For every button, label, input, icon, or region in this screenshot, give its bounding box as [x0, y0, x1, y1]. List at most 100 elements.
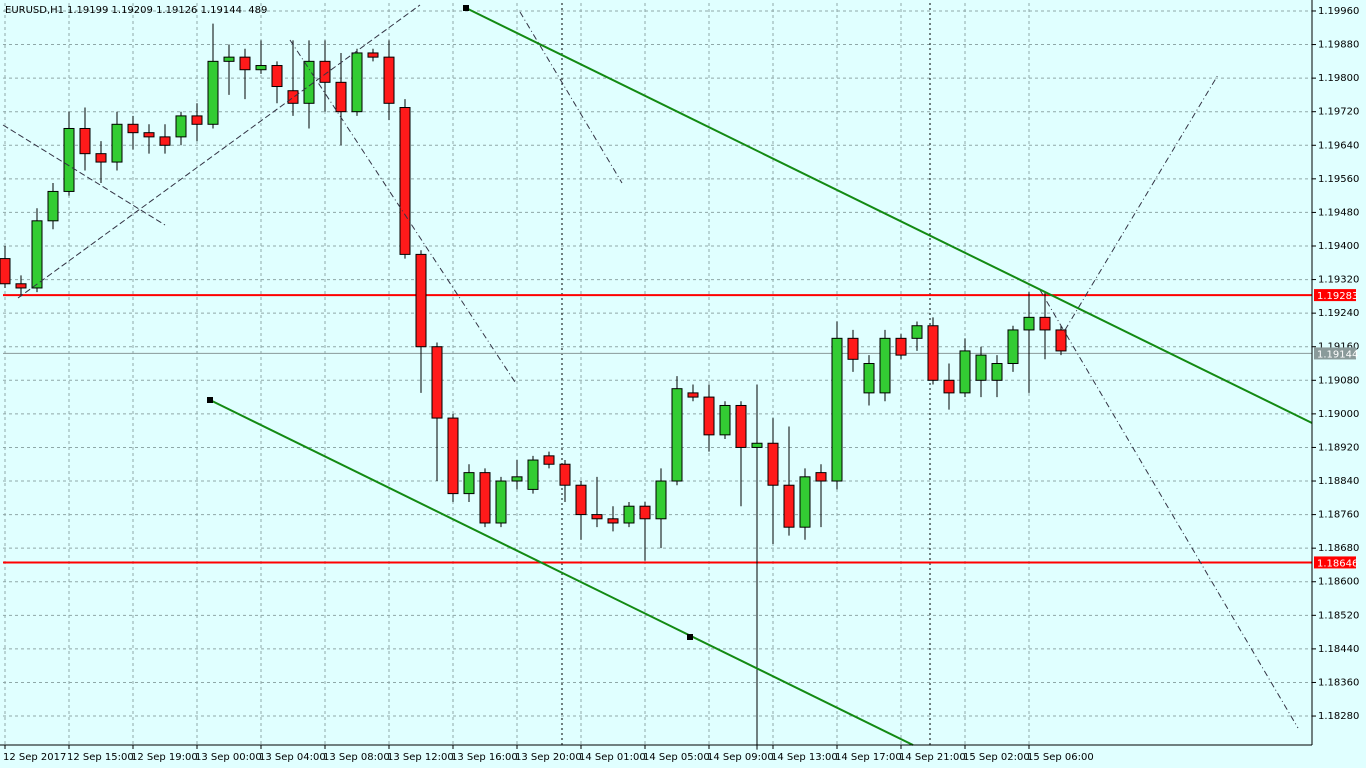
candle-body	[735, 404, 747, 448]
candle-body	[15, 283, 27, 289]
level-box	[1314, 347, 1356, 360]
level-box	[1314, 289, 1356, 302]
candle-body	[415, 253, 427, 348]
y-tick-label: 1.18520	[1318, 610, 1359, 621]
symbol: EURUSD,H1	[5, 5, 64, 16]
x-tick-label: 14 Sep 09:00	[707, 752, 774, 763]
x-tick-label: 13 Sep 16:00	[451, 752, 518, 763]
axis-labels: 1.19960 1.19880 1.19800 1.19720 1.19640 1.195…	[3, 6, 1359, 763]
candle-body	[527, 459, 539, 490]
y-tick-label: 1.19800	[1318, 73, 1359, 84]
y-tick-label: 1.19720	[1318, 107, 1359, 118]
candle-body	[223, 56, 235, 62]
candle-body	[1023, 316, 1035, 331]
candle-body	[959, 350, 971, 394]
candle-body	[1055, 329, 1067, 352]
x-tick-label: 13 Sep 08:00	[323, 752, 390, 763]
level-label: 1.19144	[1317, 349, 1358, 360]
candle-body	[783, 484, 795, 528]
candle-body	[815, 472, 827, 482]
y-tick-label: 1.18920	[1318, 442, 1359, 453]
x-tick-label: 13 Sep 00:00	[195, 752, 262, 763]
candle-body	[463, 472, 475, 495]
candle-body	[127, 123, 139, 134]
candle-body	[79, 127, 91, 155]
x-tick-label: 12 Sep 15:00	[67, 752, 134, 763]
candle-body	[991, 363, 1003, 381]
candle-body	[175, 115, 187, 138]
candle-body	[95, 153, 107, 163]
y-tick-label: 1.18680	[1318, 543, 1359, 554]
candle-body	[47, 190, 59, 222]
y-tick-label: 1.18280	[1318, 711, 1359, 722]
candle-body	[927, 325, 939, 381]
candle-body	[703, 396, 715, 436]
y-tick-label: 1.19320	[1318, 275, 1359, 286]
candle-body	[0, 258, 11, 285]
candle-body	[975, 354, 987, 381]
y-tick-label: 1.19560	[1318, 174, 1359, 185]
candle-body	[271, 65, 283, 88]
level-label: 1.19283	[1317, 291, 1358, 302]
anchor	[687, 634, 693, 640]
y-tick-label: 1.19080	[1318, 375, 1359, 386]
trend-line	[209, 399, 914, 746]
y-tick-label: 1.19480	[1318, 207, 1359, 218]
fib-line	[2, 124, 166, 226]
candle-body	[159, 136, 171, 146]
candle-body	[543, 455, 555, 465]
y-tick-label: 1.19960	[1318, 6, 1359, 17]
x-tick-label: 15 Sep 02:00	[963, 752, 1030, 763]
candle-body	[895, 337, 907, 356]
candle-body	[431, 346, 443, 419]
candle-body	[799, 476, 811, 528]
candle-body	[303, 60, 315, 104]
y-tick-label: 1.19240	[1318, 308, 1359, 319]
candle-body	[495, 480, 507, 524]
ohlc-info: 1.19199 1.19209 1.19126 1.19144 489	[67, 5, 267, 16]
candle-body	[719, 404, 731, 436]
candle-body	[287, 90, 299, 104]
x-tick-label: 13 Sep 20:00	[515, 752, 582, 763]
candle-body	[63, 127, 75, 192]
candle-body	[111, 123, 123, 163]
candle-body	[655, 480, 667, 520]
candle-body	[943, 379, 955, 394]
x-tick-label: 15 Sep 06:00	[1027, 752, 1094, 763]
x-tick-label: 12 Sep 2017	[3, 752, 66, 763]
candle-body	[559, 463, 571, 486]
candle-body	[191, 115, 203, 125]
level-box	[1314, 556, 1356, 569]
candle-body	[607, 518, 619, 524]
candle-body	[255, 65, 267, 71]
y-tick-label: 1.19640	[1318, 140, 1359, 151]
anchor	[207, 397, 213, 403]
fib-line	[17, 4, 421, 299]
y-tick-label: 1.18760	[1318, 510, 1359, 521]
trend-line	[465, 7, 1313, 424]
candle-body	[447, 417, 459, 495]
candle-body	[767, 442, 779, 486]
candle-body	[1007, 329, 1019, 365]
fib-line	[289, 39, 516, 383]
candle-body	[383, 56, 395, 104]
anchor	[463, 5, 469, 11]
candle-body	[591, 514, 603, 520]
y-tick-label: 1.18360	[1318, 677, 1359, 688]
candle-body	[687, 392, 699, 398]
candle-body	[1039, 316, 1051, 331]
candle-body	[831, 337, 843, 482]
candles	[0, 23, 1067, 750]
level-label: 1.18646	[1317, 558, 1358, 569]
candle-body	[351, 52, 363, 113]
candle-body	[863, 363, 875, 394]
candle-body	[207, 60, 219, 125]
candle-body	[335, 81, 347, 113]
candle-body	[911, 325, 923, 339]
x-tick-label: 13 Sep 12:00	[387, 752, 454, 763]
candle-body	[623, 505, 635, 524]
candle-body	[511, 476, 523, 482]
x-tick-label: 12 Sep 19:00	[131, 752, 198, 763]
